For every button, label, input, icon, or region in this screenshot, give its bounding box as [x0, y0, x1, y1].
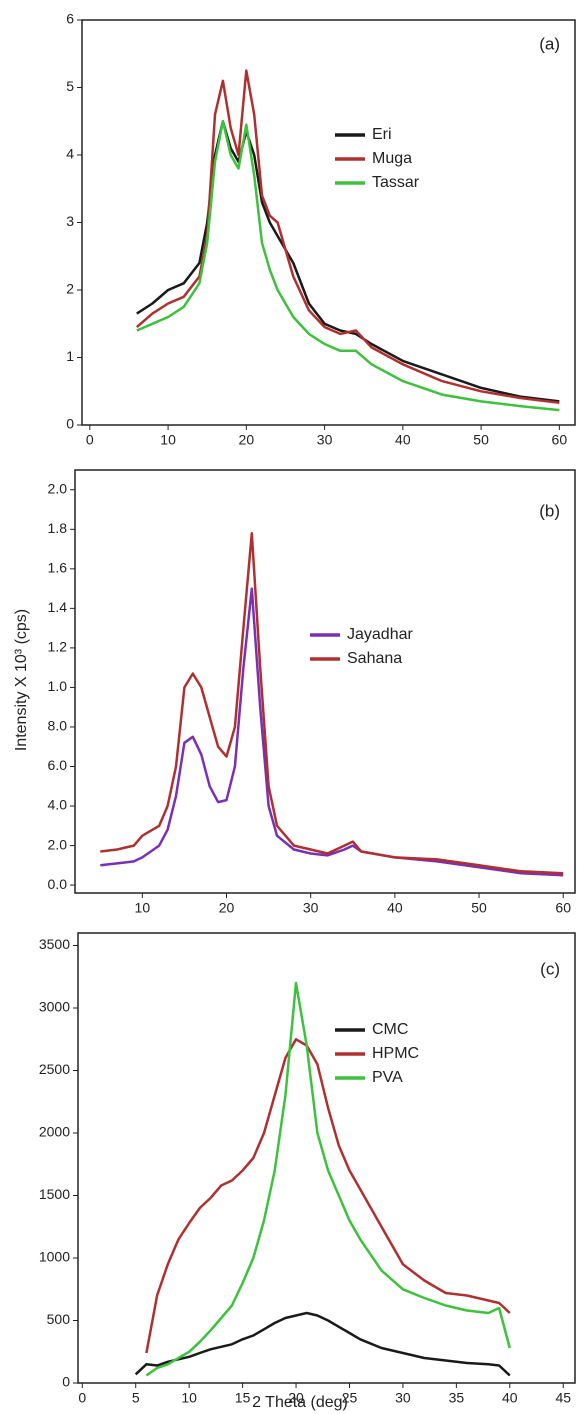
- y-tick-label: 0: [66, 416, 74, 432]
- x-tick-label: 15: [235, 1390, 251, 1406]
- y-tick-label: 2000: [39, 1124, 70, 1140]
- y-tick-label: 500: [47, 1311, 71, 1327]
- x-tick-label: 20: [239, 432, 255, 448]
- panel-label: (c): [540, 959, 560, 978]
- x-tick-label: 25: [342, 1390, 358, 1406]
- x-tick-label: 5: [132, 1390, 140, 1406]
- x-tick-label: 45: [555, 1390, 571, 1406]
- x-tick-label: 10: [160, 432, 176, 448]
- y-tick-label: 0: [62, 1374, 70, 1390]
- y-tick-label: 1500: [39, 1186, 70, 1202]
- y-tick-label: 3000: [39, 999, 70, 1015]
- series-line: [135, 69, 560, 404]
- y-tick-label: 1.8: [48, 520, 68, 536]
- legend-label: CMC: [372, 1021, 408, 1038]
- y-tick-label: 5: [66, 78, 74, 94]
- legend-label: PVA: [372, 1069, 403, 1086]
- legend-label: Jayadhar: [347, 626, 413, 643]
- y-tick-label: 4.0: [48, 797, 68, 813]
- y-tick-label: 3: [66, 213, 74, 229]
- x-tick-label: 0: [78, 1390, 86, 1406]
- x-tick-label: 30: [395, 1390, 411, 1406]
- y-tick-label: 1000: [39, 1249, 70, 1265]
- y-tick-label: 8.0: [48, 718, 68, 734]
- y-tick-label: 3500: [39, 936, 70, 952]
- x-tick-label: 20: [219, 900, 235, 916]
- legend-label: HPMC: [372, 1045, 419, 1062]
- x-tick-label: 40: [502, 1390, 518, 1406]
- x-tick-label: 35: [449, 1390, 465, 1406]
- legend-label: Muga: [372, 150, 412, 167]
- y-axis-title: Intensity X 10³ (cps): [13, 609, 30, 751]
- x-tick-label: 50: [473, 432, 489, 448]
- legend-label: Tassar: [372, 174, 420, 191]
- x-tick-label: 30: [303, 900, 319, 916]
- x-tick-label: 60: [555, 900, 571, 916]
- y-tick-label: 2500: [39, 1061, 70, 1077]
- series-line: [100, 587, 564, 877]
- panel-label: (a): [539, 34, 560, 53]
- x-tick-label: 10: [135, 900, 151, 916]
- plot-frame: [74, 469, 576, 894]
- panel-label: (b): [539, 501, 560, 520]
- x-axis-title: 2 Theta (deg): [252, 1394, 348, 1411]
- y-tick-label: 4: [66, 146, 74, 162]
- x-tick-label: 50: [471, 900, 487, 916]
- series-line: [136, 120, 560, 412]
- y-tick-label: 1: [66, 348, 74, 364]
- plot-frame: [81, 19, 576, 426]
- x-tick-label: 10: [181, 1390, 197, 1406]
- y-tick-label: 2.0: [48, 480, 68, 496]
- x-tick-label: 0: [86, 432, 94, 448]
- series-line: [136, 120, 560, 403]
- y-tick-label: 1.2: [48, 639, 68, 655]
- series-line: [100, 532, 564, 875]
- legend-label: Eri: [372, 126, 392, 143]
- x-tick-label: 20: [288, 1390, 304, 1406]
- y-tick-label: 1.4: [48, 599, 68, 615]
- y-tick-label: 2.0: [48, 836, 68, 852]
- y-tick-label: 2: [66, 281, 74, 297]
- y-tick-label: 6.0: [48, 757, 68, 773]
- y-tick-label: 6: [66, 11, 74, 27]
- series-line: [134, 1311, 511, 1377]
- x-tick-label: 60: [552, 432, 568, 448]
- legend-label: Sahana: [347, 650, 402, 667]
- series-line: [145, 1038, 511, 1354]
- y-tick-label: 0.0: [48, 876, 68, 892]
- x-tick-label: 40: [387, 900, 403, 916]
- y-tick-label: 1.0: [48, 678, 68, 694]
- plot-frame: [77, 932, 576, 1384]
- x-tick-label: 40: [395, 432, 411, 448]
- x-tick-label: 30: [317, 432, 333, 448]
- series-line: [145, 981, 512, 1377]
- y-tick-label: 1.6: [48, 560, 68, 576]
